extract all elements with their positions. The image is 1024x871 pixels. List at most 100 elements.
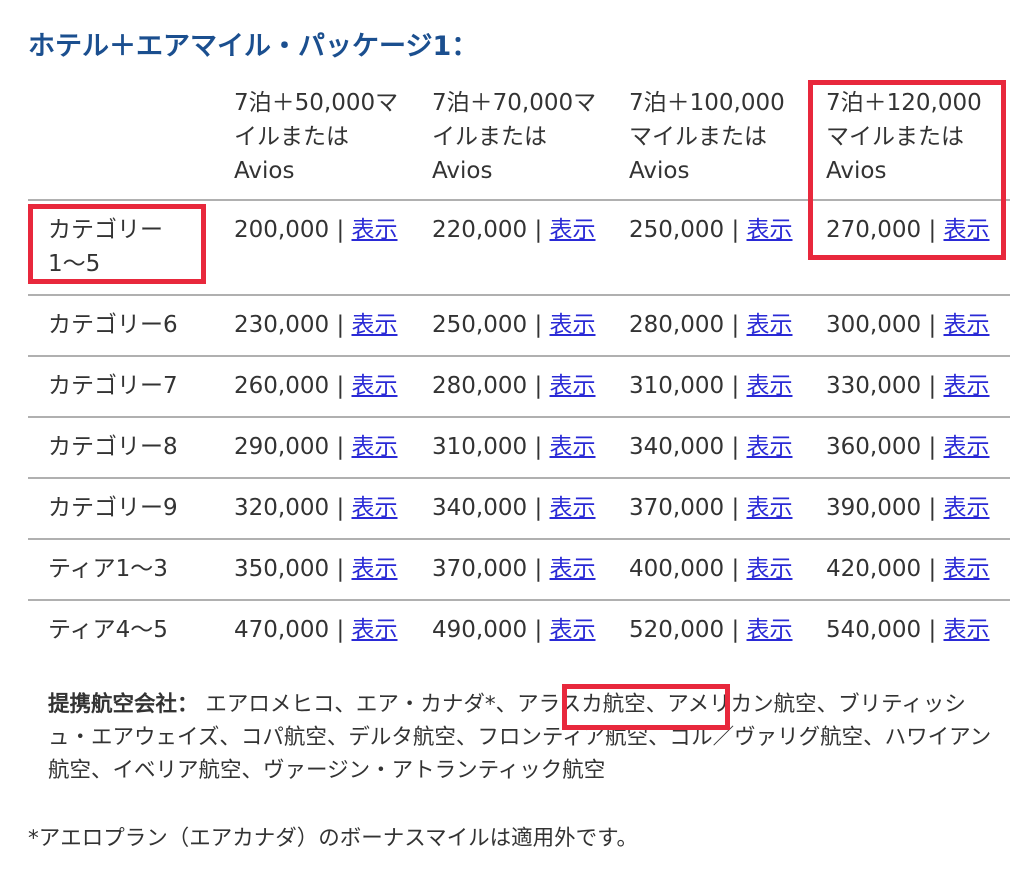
separator: | [731,617,740,643]
label-line: カテゴリー6 [48,312,178,338]
partners-text: アメリカン航空、ブリティッシュ・エアウェイズ、コパ航空、デルタ航空、フロンティア… [48,692,992,783]
show-link[interactable]: 表示 [943,373,990,399]
show-link[interactable]: 表示 [746,617,793,643]
points: 540,000 [826,617,922,643]
cell: 370,000 | 表示 [432,552,596,586]
row-label: ティア4〜5 [48,613,168,647]
show-link[interactable]: 表示 [351,434,398,460]
header-line: Avios [826,158,887,184]
partners: 提携航空会社： エアロメヒコ、エア・カナダ*、アラスカ航空、アメリカン航空、ブリ… [48,688,1008,787]
header-line: イルまたは [234,124,349,150]
cell: 390,000 | 表示 [826,491,990,525]
cell: 350,000 | 表示 [234,552,398,586]
separator: | [336,495,345,521]
cell: 420,000 | 表示 [826,552,990,586]
show-link[interactable]: 表示 [746,556,793,582]
cell: 250,000 | 表示 [629,213,793,247]
show-link[interactable]: 表示 [549,217,596,243]
show-link[interactable]: 表示 [549,495,596,521]
label-line: カテゴリー9 [48,495,178,521]
row-label: カテゴリー9 [48,491,178,525]
header-line: 7泊＋120,000 [826,90,982,116]
cell: 490,000 | 表示 [432,613,596,647]
label-line: ティア4〜5 [48,617,168,643]
show-link[interactable]: 表示 [351,373,398,399]
show-link[interactable]: 表示 [549,556,596,582]
separator: | [731,312,740,338]
show-link[interactable]: 表示 [746,434,793,460]
header-line: 7泊＋50,000マ [234,90,399,116]
points: 340,000 [629,434,725,460]
cell: 310,000 | 表示 [432,430,596,464]
cell: 520,000 | 表示 [629,613,793,647]
points: 220,000 [432,217,528,243]
row-label: カテゴリー 1〜5 [48,213,163,281]
column-header: 7泊＋70,000マ イルまたは Avios [432,86,596,188]
separator: | [928,556,937,582]
cell: 360,000 | 表示 [826,430,990,464]
cell: 270,000 | 表示 [826,213,990,247]
points: 320,000 [234,495,330,521]
points: 330,000 [826,373,922,399]
show-link[interactable]: 表示 [746,373,793,399]
show-link[interactable]: 表示 [746,312,793,338]
header-line: Avios [629,158,690,184]
separator: | [928,495,937,521]
show-link[interactable]: 表示 [943,617,990,643]
show-link[interactable]: 表示 [943,434,990,460]
show-link[interactable]: 表示 [549,617,596,643]
show-link[interactable]: 表示 [549,312,596,338]
cell: 230,000 | 表示 [234,308,398,342]
row-divider [28,538,1010,540]
cell: 540,000 | 表示 [826,613,990,647]
separator: | [336,217,345,243]
points: 260,000 [234,373,330,399]
cell: 200,000 | 表示 [234,213,398,247]
column-header: 7泊＋100,000 マイルまたは Avios [629,86,785,188]
header-line: マイルまたは [826,124,964,150]
separator: | [534,617,543,643]
separator: | [928,373,937,399]
show-link[interactable]: 表示 [549,373,596,399]
points: 280,000 [629,312,725,338]
cell: 340,000 | 表示 [629,430,793,464]
show-link[interactable]: 表示 [943,312,990,338]
show-link[interactable]: 表示 [351,217,398,243]
partners-text: エアロメヒコ、エア・カナダ*、 [205,692,518,717]
show-link[interactable]: 表示 [746,495,793,521]
separator: | [534,217,543,243]
show-link[interactable]: 表示 [351,312,398,338]
points: 310,000 [432,434,528,460]
separator: | [534,556,543,582]
highlight-box [562,684,730,730]
show-link[interactable]: 表示 [549,434,596,460]
cell: 260,000 | 表示 [234,369,398,403]
row-divider [28,477,1010,479]
separator: | [928,434,937,460]
show-link[interactable]: 表示 [943,556,990,582]
points: 280,000 [432,373,528,399]
show-link[interactable]: 表示 [943,217,990,243]
row-label: カテゴリー7 [48,369,178,403]
points: 370,000 [432,556,528,582]
separator: | [731,434,740,460]
points: 270,000 [826,217,922,243]
points: 400,000 [629,556,725,582]
label-line: ティア1〜3 [48,556,168,582]
header-line: 7泊＋70,000マ [432,90,597,116]
row-label: カテゴリー6 [48,308,178,342]
cell: 340,000 | 表示 [432,491,596,525]
show-link[interactable]: 表示 [746,217,793,243]
points: 490,000 [432,617,528,643]
separator: | [336,312,345,338]
show-link[interactable]: 表示 [351,556,398,582]
show-link[interactable]: 表示 [351,617,398,643]
points: 350,000 [234,556,330,582]
highlight-box [808,80,1006,260]
show-link[interactable]: 表示 [351,495,398,521]
show-link[interactable]: 表示 [943,495,990,521]
cell: 250,000 | 表示 [432,308,596,342]
note: *アエロプラン（エアカナダ）のボーナスマイルは適用外です。 [28,826,638,851]
points: 250,000 [629,217,725,243]
